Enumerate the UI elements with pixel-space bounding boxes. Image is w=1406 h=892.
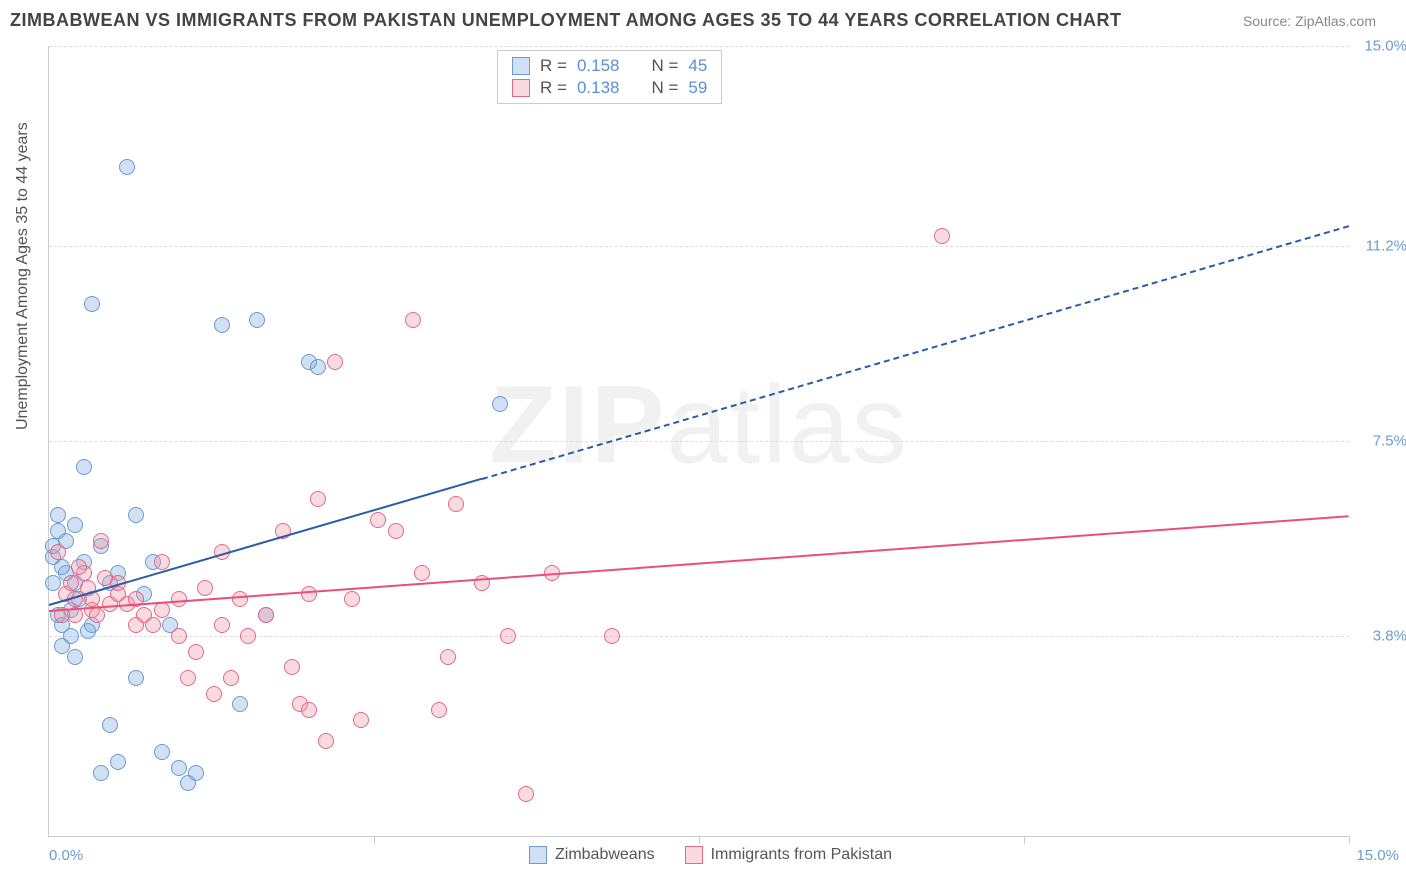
data-point — [414, 565, 430, 581]
data-point — [388, 523, 404, 539]
legend-label: Zimbabweans — [555, 846, 655, 864]
data-point — [84, 296, 100, 312]
n-value: 45 — [688, 56, 707, 76]
data-point — [318, 733, 334, 749]
x-tick — [699, 836, 700, 844]
r-label: R = — [540, 56, 567, 76]
legend-item: Zimbabweans — [529, 846, 655, 864]
data-point — [310, 359, 326, 375]
n-label: N = — [651, 56, 678, 76]
data-point — [54, 559, 70, 575]
y-tick-label: 7.5% — [1373, 433, 1406, 450]
legend: Zimbabweans Immigrants from Pakistan — [529, 846, 892, 864]
series-swatch — [512, 79, 530, 97]
n-value: 59 — [688, 78, 707, 98]
data-point — [93, 533, 109, 549]
x-tick — [1349, 836, 1350, 844]
trend-line — [49, 478, 483, 606]
data-point — [171, 628, 187, 644]
data-point — [93, 765, 109, 781]
data-point — [63, 628, 79, 644]
data-point — [206, 686, 222, 702]
data-point — [232, 591, 248, 607]
data-point — [171, 591, 187, 607]
gridline — [49, 441, 1349, 442]
data-point — [145, 617, 161, 633]
data-point — [258, 607, 274, 623]
legend-swatch — [529, 846, 547, 864]
data-point — [97, 570, 113, 586]
data-point — [240, 628, 256, 644]
data-point — [934, 228, 950, 244]
data-point — [431, 702, 447, 718]
x-tick — [1024, 836, 1025, 844]
y-tick-label: 11.2% — [1366, 238, 1406, 255]
data-point — [214, 317, 230, 333]
data-point — [119, 159, 135, 175]
n-label: N = — [651, 78, 678, 98]
watermark-text: ZIPatlas — [489, 362, 908, 489]
data-point — [76, 459, 92, 475]
data-point — [249, 312, 265, 328]
legend-label: Immigrants from Pakistan — [711, 846, 892, 864]
x-tick — [374, 836, 375, 844]
scatter-chart: ZIPatlas R = 0.158N = 45R = 0.138N = 59 … — [48, 46, 1349, 837]
data-point — [154, 554, 170, 570]
data-point — [50, 544, 66, 560]
correlation-stats-box: R = 0.158 N = 45 R = 0.138 N = 59 — [497, 50, 722, 104]
data-point — [232, 696, 248, 712]
stats-row: R = 0.158 N = 45 — [512, 55, 707, 77]
series-swatch — [512, 57, 530, 75]
data-point — [370, 512, 386, 528]
y-tick-label: 3.8% — [1373, 627, 1406, 644]
data-point — [405, 312, 421, 328]
data-point — [188, 765, 204, 781]
r-value: 0.158 — [577, 56, 620, 76]
data-point — [180, 670, 196, 686]
trend-line — [49, 515, 1349, 612]
data-point — [67, 649, 83, 665]
legend-swatch — [685, 846, 703, 864]
data-point — [71, 559, 87, 575]
data-point — [301, 586, 317, 602]
data-point — [110, 754, 126, 770]
gridline — [49, 246, 1349, 247]
data-point — [604, 628, 620, 644]
data-point — [518, 786, 534, 802]
data-point — [197, 580, 213, 596]
data-point — [301, 702, 317, 718]
data-point — [214, 617, 230, 633]
legend-item: Immigrants from Pakistan — [685, 846, 892, 864]
source-attribution: Source: ZipAtlas.com — [1243, 13, 1376, 29]
data-point — [128, 670, 144, 686]
data-point — [223, 670, 239, 686]
data-point — [353, 712, 369, 728]
y-axis-title: Unemployment Among Ages 35 to 44 years — [14, 122, 32, 430]
data-point — [344, 591, 360, 607]
data-point — [284, 659, 300, 675]
data-point — [50, 507, 66, 523]
r-value: 0.138 — [577, 78, 620, 98]
data-point — [188, 644, 204, 660]
data-point — [310, 491, 326, 507]
y-tick-label: 15.0% — [1364, 38, 1406, 55]
data-point — [448, 496, 464, 512]
data-point — [63, 575, 79, 591]
data-point — [102, 717, 118, 733]
data-point — [67, 517, 83, 533]
data-point — [128, 507, 144, 523]
x-axis-min-label: 0.0% — [49, 847, 83, 864]
data-point — [89, 607, 105, 623]
data-point — [492, 396, 508, 412]
stats-row: R = 0.138 N = 59 — [512, 77, 707, 99]
data-point — [154, 744, 170, 760]
gridline — [49, 46, 1349, 47]
r-label: R = — [540, 78, 567, 98]
chart-title: ZIMBABWEAN VS IMMIGRANTS FROM PAKISTAN U… — [10, 10, 1122, 31]
data-point — [171, 760, 187, 776]
data-point — [500, 628, 516, 644]
x-axis-max-label: 15.0% — [1356, 847, 1399, 864]
data-point — [440, 649, 456, 665]
data-point — [327, 354, 343, 370]
